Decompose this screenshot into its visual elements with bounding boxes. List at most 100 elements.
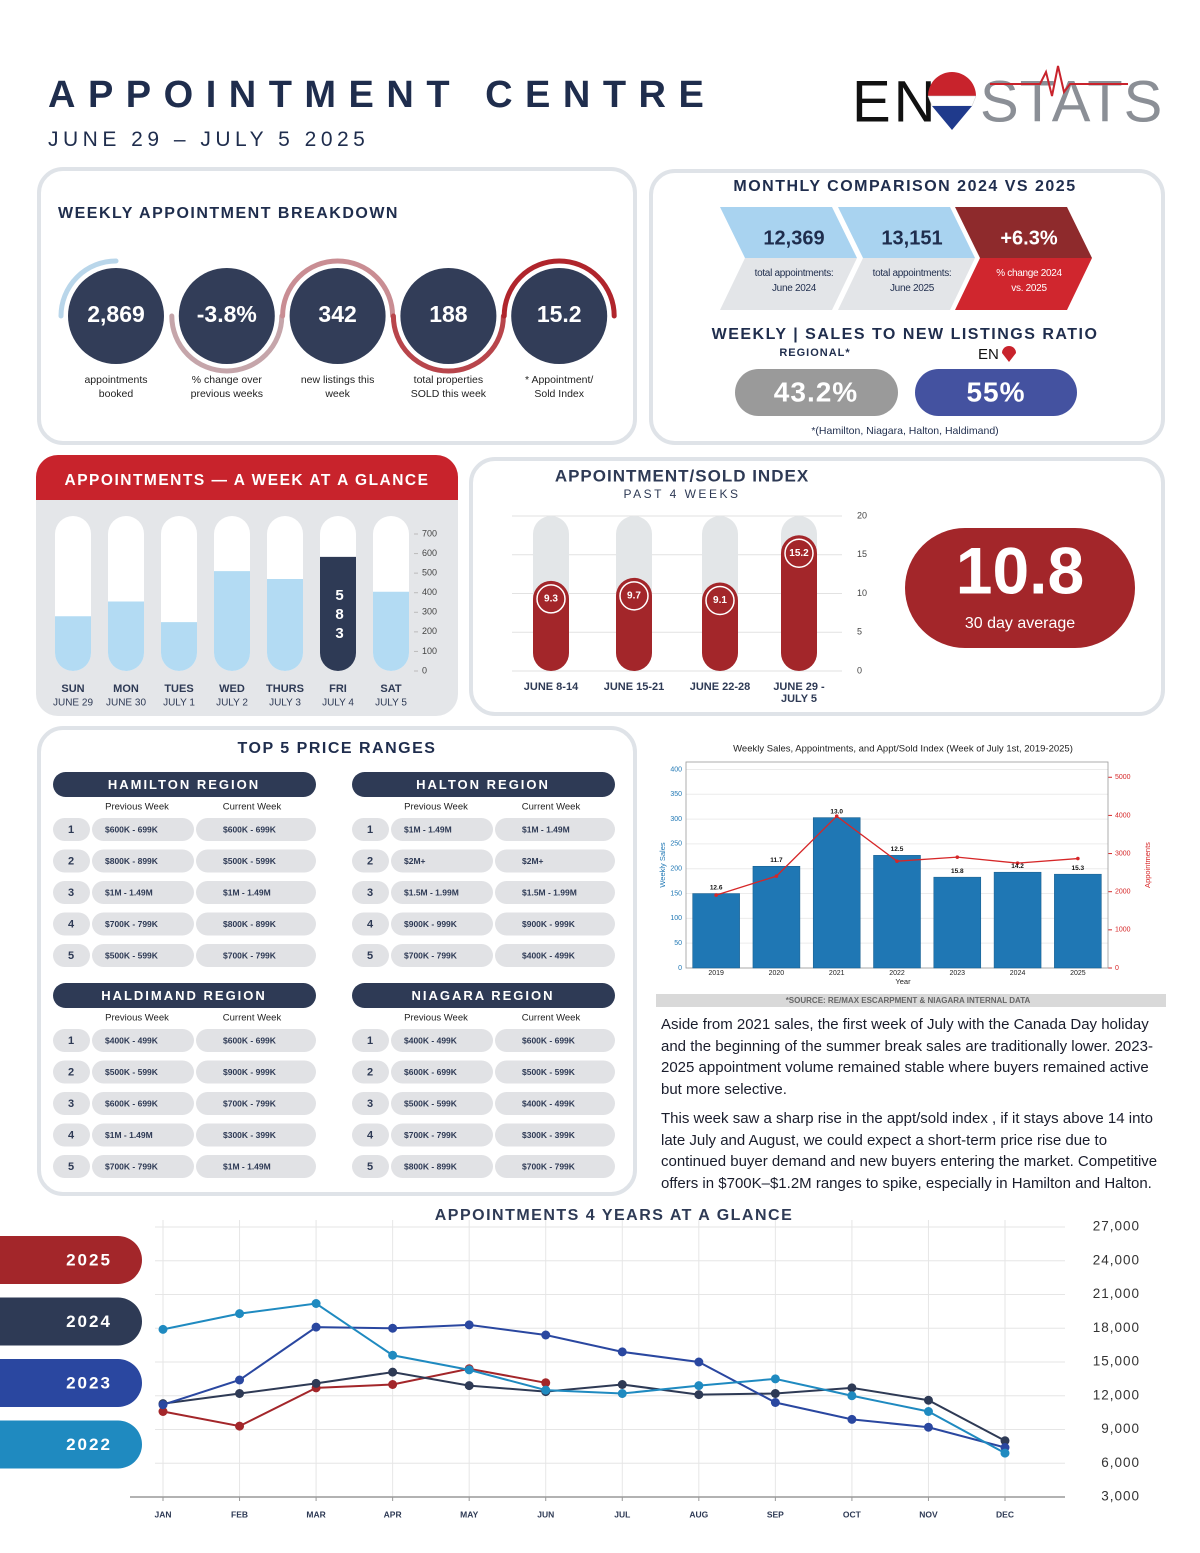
- comparison-label: % change 2024 vs. 2025: [996, 268, 1062, 294]
- rank-pill: [53, 1092, 90, 1115]
- point: [388, 1367, 398, 1377]
- index-label: 13.0: [830, 808, 843, 815]
- current-range: $700K - 799K: [223, 1098, 277, 1108]
- x-tick-label: 2024: [1010, 970, 1026, 977]
- bar: [692, 893, 740, 969]
- index-label: 15.8: [951, 868, 964, 875]
- range-pill: [196, 849, 316, 873]
- y-tick-label: 500: [422, 568, 437, 578]
- point: [694, 1390, 704, 1400]
- x-tick-sublabel: JULY 4: [322, 698, 354, 709]
- bar: [812, 817, 861, 969]
- label-badge: [705, 585, 735, 616]
- rank-pill: [53, 818, 90, 841]
- y-tick-label: 100: [422, 646, 437, 656]
- column-header: Previous Week: [404, 1013, 468, 1024]
- bar: [781, 535, 817, 671]
- bar: [55, 616, 91, 671]
- stat-circle: [511, 268, 608, 364]
- current-range: $600K - 699K: [223, 1035, 277, 1045]
- range-pill: [92, 944, 194, 967]
- bar: [752, 865, 801, 969]
- region-name: HAMILTON REGION: [108, 777, 260, 792]
- logo-mark-bottom: [932, 106, 972, 130]
- range-pill: [391, 881, 493, 904]
- logo-right: STATS: [980, 69, 1163, 134]
- y-tick-label: 6,000: [1101, 1455, 1140, 1470]
- range-pill: [391, 912, 493, 936]
- rank-pill: [53, 1060, 90, 1084]
- bar: [214, 571, 250, 671]
- rank-pill: [53, 944, 90, 967]
- range-pill: [391, 818, 493, 841]
- current-range: $300K - 399K: [223, 1130, 277, 1140]
- range-pill: [196, 1060, 316, 1084]
- current-range: $400K - 499K: [522, 1098, 576, 1108]
- index-label: 14.2: [1011, 863, 1024, 870]
- y-tick-label: 5: [857, 627, 862, 637]
- rank: 5: [367, 950, 373, 962]
- rank-pill: [352, 1123, 389, 1147]
- x-tick-label: 2021: [829, 970, 845, 977]
- point: [694, 1381, 704, 1391]
- point: [464, 1365, 474, 1375]
- region-name: HALTON REGION: [416, 777, 550, 792]
- point: [464, 1381, 474, 1391]
- y-tick-label: 18,000: [1093, 1320, 1140, 1335]
- rank: 3: [68, 1098, 74, 1110]
- point: [770, 1374, 780, 1384]
- previous-range: $900K - 999K: [404, 919, 458, 929]
- current-range: $900K - 999K: [522, 919, 576, 929]
- logo-mark-band: [927, 95, 977, 107]
- range-pill: [495, 1092, 615, 1115]
- x-tick-label: FEB: [231, 1509, 248, 1519]
- comparison-label: total appointments: June 2025: [872, 268, 952, 294]
- ratio-footnote: *(Hamilton, Niagara, Halton, Haldimand): [811, 425, 999, 437]
- x-tick-label: 2020: [769, 970, 785, 977]
- page-title: APPOINTMENT CENTRE: [48, 74, 717, 116]
- range-pill: [196, 944, 316, 967]
- x-tick-label: AUG: [689, 1509, 708, 1519]
- y-tick-label: 12,000: [1093, 1387, 1140, 1402]
- point: [388, 1323, 398, 1333]
- previous-range: $400K - 499K: [404, 1035, 458, 1045]
- comparison-value: 12,369: [763, 227, 824, 249]
- y-tick-label: 27,000: [1093, 1219, 1140, 1234]
- point: [617, 1380, 627, 1389]
- point: [834, 814, 839, 819]
- stat-value: 15.2: [537, 301, 582, 327]
- ratio-eno: 55%: [966, 376, 1025, 407]
- logo-left: EN: [852, 69, 939, 134]
- legend-label: 2025: [66, 1250, 112, 1269]
- bar: [373, 591, 409, 671]
- point: [158, 1324, 168, 1334]
- x-tick-label: 2023: [949, 970, 965, 977]
- current-range: $700K - 799K: [522, 1161, 576, 1171]
- point: [311, 1378, 321, 1388]
- rank-pill: [352, 1155, 389, 1178]
- y2-tick-label: 1000: [1115, 927, 1131, 934]
- ring-decoration: [58, 258, 119, 319]
- range-pill: [495, 912, 615, 936]
- bar: [933, 876, 982, 969]
- ratio-regional: 43.2%: [774, 376, 858, 407]
- bar: [161, 622, 197, 671]
- point: [770, 1389, 780, 1398]
- stat-circle: [400, 268, 497, 364]
- legend-pill: [0, 1297, 142, 1346]
- y-tick-label: 10: [857, 588, 867, 598]
- rank: 3: [367, 887, 373, 899]
- rank: 4: [367, 1129, 374, 1141]
- y-tick-label: 200: [670, 866, 682, 873]
- stat-circle: [289, 268, 386, 364]
- y-axis-label: Weekly Sales: [658, 842, 667, 888]
- current-range: $1M - 1.49M: [223, 1161, 271, 1171]
- rank: 5: [68, 950, 74, 962]
- rank-pill: [352, 818, 389, 841]
- point: [617, 1389, 627, 1398]
- line: [162, 1302, 1006, 1455]
- range-pill: [92, 849, 194, 873]
- rank: 3: [367, 1098, 373, 1110]
- previous-range: $1M - 1.49M: [105, 887, 153, 897]
